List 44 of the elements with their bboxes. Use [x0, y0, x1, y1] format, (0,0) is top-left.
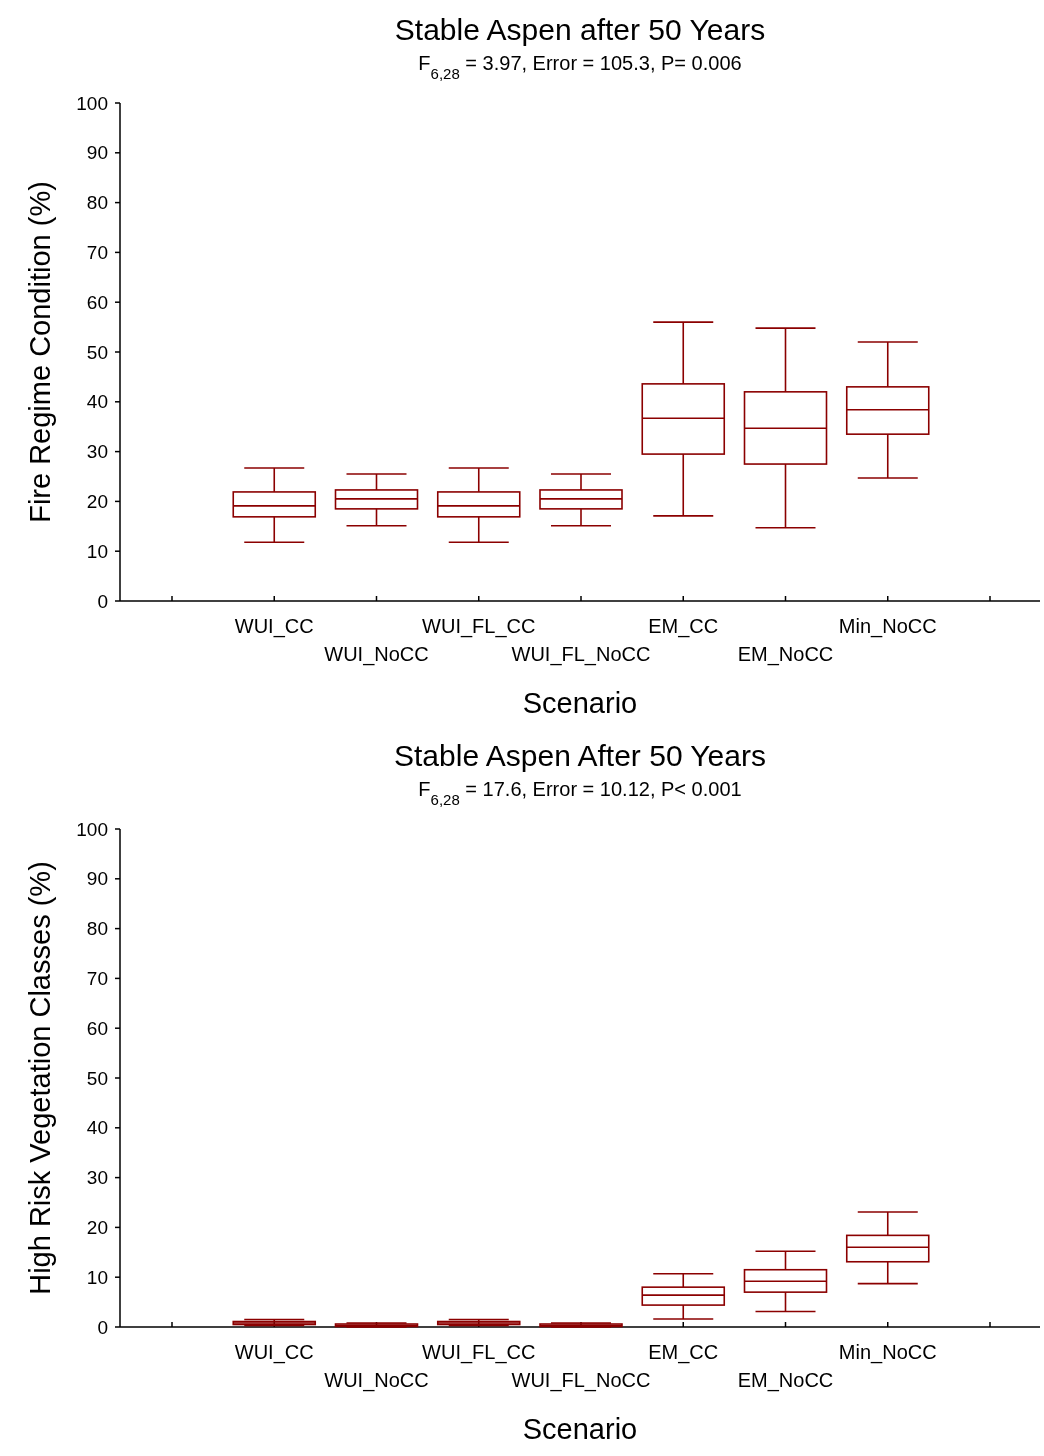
- y-tick-label: 90: [86, 868, 108, 890]
- x-tick-label: WUI_FL_CC: [422, 615, 536, 638]
- y-tick-label: 10: [86, 1266, 108, 1288]
- x-tick-label: WUI_FL_NoCC: [511, 643, 651, 666]
- y-tick-label: 80: [86, 192, 108, 214]
- y-tick-label: 30: [86, 1167, 108, 1189]
- y-tick-label: 20: [86, 491, 108, 513]
- y-tick-label: 50: [86, 1067, 108, 1089]
- y-tick-label: 40: [86, 1117, 108, 1139]
- y-axis-title: High Risk Vegetation Classes (%): [24, 861, 56, 1295]
- chart-title: Stable Aspen after 50 Years: [394, 13, 766, 46]
- y-tick-label: 100: [76, 818, 108, 840]
- y-tick-label: 0: [97, 1316, 108, 1338]
- y-axis-title: Fire Regime Condition (%): [24, 181, 56, 523]
- chart-subtitle: F$_{6,28}$ = 3.97, Error = 105.3, P= 0.006: [418, 52, 742, 82]
- x-tick-label: WUI_NoCC: [324, 1369, 429, 1392]
- y-tick-label: 100: [76, 92, 108, 114]
- x-tick-label: Min_NoCC: [838, 615, 937, 638]
- y-tick-label: 30: [86, 441, 108, 463]
- x-axis-title: Scenario: [522, 687, 638, 719]
- x-tick-label: EM_CC: [648, 1341, 719, 1364]
- y-tick-label: 70: [86, 968, 108, 990]
- x-tick-label: WUI_FL_CC: [422, 1341, 536, 1364]
- x-axis-title: Scenario: [522, 1413, 638, 1445]
- x-tick-label: EM_CC: [648, 615, 719, 638]
- y-tick-label: 40: [86, 391, 108, 413]
- y-tick-label: 90: [86, 142, 108, 164]
- chart-title: Stable Aspen After 50 Years: [394, 739, 766, 772]
- x-tick-label: EM_NoCC: [737, 1369, 834, 1392]
- y-tick-label: 80: [86, 918, 108, 940]
- x-tick-label: EM_NoCC: [737, 643, 834, 666]
- y-tick-label: 70: [86, 242, 108, 264]
- x-tick-label: WUI_CC: [234, 1341, 314, 1364]
- y-tick-label: 60: [86, 1017, 108, 1039]
- y-tick-label: 20: [86, 1217, 108, 1239]
- x-tick-label: WUI_NoCC: [324, 643, 429, 666]
- y-tick-label: 10: [86, 540, 108, 562]
- x-tick-label: Min_NoCC: [838, 1341, 937, 1364]
- y-tick-label: 0: [97, 590, 108, 612]
- x-tick-label: WUI_CC: [234, 615, 314, 638]
- chart-subtitle: F$_{6,28}$ = 17.6, Error = 10.12, P< 0.001: [418, 778, 742, 808]
- x-tick-label: WUI_FL_NoCC: [511, 1369, 651, 1392]
- y-tick-label: 60: [86, 291, 108, 313]
- y-tick-label: 50: [86, 341, 108, 363]
